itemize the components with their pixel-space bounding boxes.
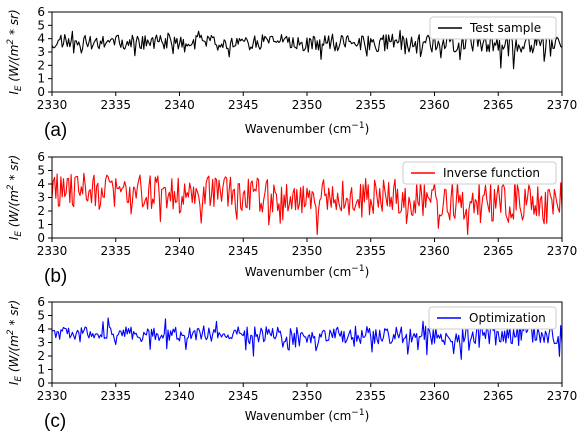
legend-label: Optimization (469, 311, 546, 325)
y-tick-label: 6 (37, 150, 45, 164)
legend: Test sample (429, 16, 557, 40)
y-tick-label: 3 (37, 45, 45, 59)
x-tick-label: 2330 (37, 244, 68, 258)
y-tick-label: 0 (37, 85, 45, 99)
series-line (51, 172, 563, 236)
x-tick-label: 2340 (164, 389, 195, 403)
y-tick-label: 1 (37, 363, 45, 377)
x-tick-label: 2350 (292, 98, 323, 112)
x-tick-label: 2335 (100, 389, 131, 403)
y-tick-label: 4 (37, 322, 45, 336)
y-tick-label: 5 (37, 18, 45, 32)
y-tick-label: 3 (37, 336, 45, 350)
x-axis-label: Wavenumber (cm−1) (245, 121, 370, 136)
legend: Optimization (428, 306, 557, 330)
panel-label: (b) (44, 266, 67, 287)
y-axis-label: IE (W/(m2 * sr) (6, 300, 24, 385)
panel-label: (a) (44, 120, 67, 141)
y-tick-label: 4 (37, 32, 45, 46)
legend-box (402, 161, 557, 185)
y-tick-label: 1 (37, 218, 45, 232)
x-tick-label: 2330 (37, 98, 68, 112)
x-tick-label: 2365 (483, 244, 514, 258)
x-axis-label: Wavenumber (cm−1) (245, 408, 370, 423)
x-tick-label: 2360 (419, 389, 450, 403)
y-tick-label: 5 (37, 309, 45, 323)
y-tick-label: 2 (37, 58, 45, 72)
x-tick-label: 2335 (100, 244, 131, 258)
x-tick-label: 2360 (419, 98, 450, 112)
legend-label: Test sample (469, 21, 541, 35)
x-tick-label: 2370 (547, 389, 578, 403)
x-tick-label: 2330 (37, 389, 68, 403)
x-tick-label: 2335 (100, 98, 131, 112)
x-axis-label: Wavenumber (cm−1) (245, 264, 370, 279)
panel-label: (c) (44, 411, 66, 432)
x-tick-label: 2370 (547, 98, 578, 112)
y-tick-label: 1 (37, 72, 45, 86)
x-tick-label: 2350 (292, 389, 323, 403)
x-tick-label: 2370 (547, 244, 578, 258)
legend-label: Inverse function (443, 166, 540, 180)
legend-box (428, 306, 557, 330)
y-tick-label: 0 (37, 376, 45, 390)
legend: Inverse function (402, 161, 557, 185)
y-tick-label: 5 (37, 164, 45, 178)
x-tick-label: 2355 (355, 389, 386, 403)
y-tick-label: 6 (37, 5, 45, 19)
x-tick-label: 2355 (355, 98, 386, 112)
x-tick-label: 2355 (355, 244, 386, 258)
x-tick-label: 2345 (228, 389, 259, 403)
legend-box (429, 16, 557, 40)
y-tick-label: 4 (37, 177, 45, 191)
x-tick-label: 2350 (292, 244, 323, 258)
y-tick-label: 2 (37, 349, 45, 363)
y-tick-label: 3 (37, 191, 45, 205)
x-tick-label: 2365 (483, 98, 514, 112)
x-tick-label: 2365 (483, 389, 514, 403)
y-tick-label: 2 (37, 204, 45, 218)
y-axis-label: IE (W/(m2 * sr) (6, 9, 24, 94)
x-tick-label: 2340 (164, 244, 195, 258)
x-tick-label: 2345 (228, 244, 259, 258)
x-tick-label: 2360 (419, 244, 450, 258)
y-tick-label: 0 (37, 231, 45, 245)
y-tick-label: 6 (37, 295, 45, 309)
y-axis-label: IE (W/(m2 * sr) (6, 155, 24, 240)
x-tick-label: 2345 (228, 98, 259, 112)
x-tick-label: 2340 (164, 98, 195, 112)
